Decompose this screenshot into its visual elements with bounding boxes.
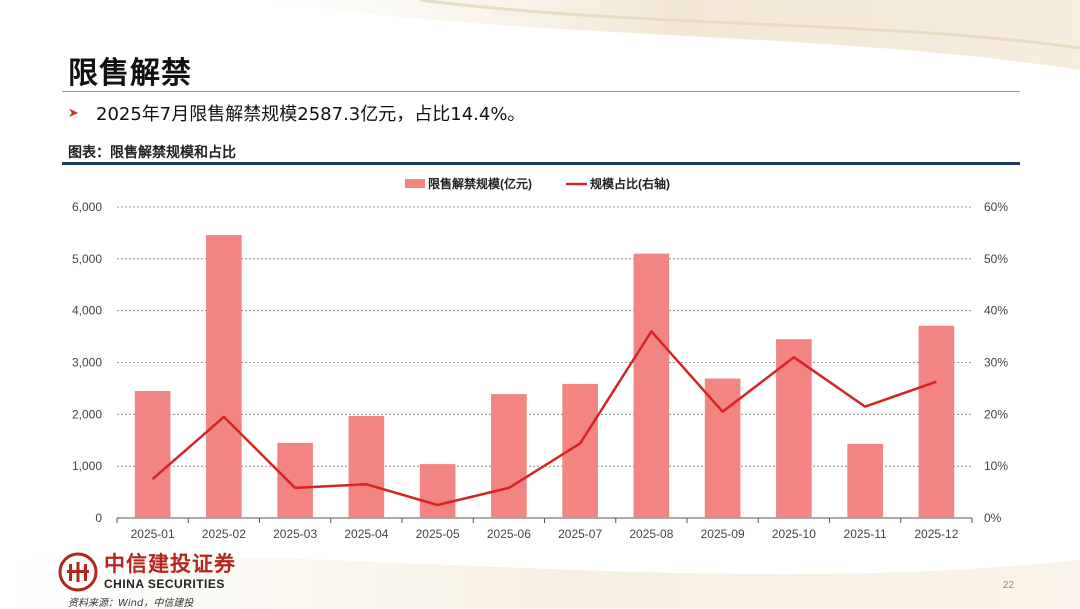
x-tick-label: 2025-11	[844, 527, 887, 541]
y-left-tick-label: 1,000	[72, 459, 102, 473]
x-tick-label: 2025-02	[202, 527, 246, 541]
y-left-tick-label: 4,000	[72, 304, 102, 318]
logo-name-en: CHINA SECURITIES	[104, 578, 236, 590]
y-left-tick-label: 5,000	[72, 252, 102, 266]
y-left-tick-label: 2,000	[72, 407, 102, 421]
x-tick-label: 2025-09	[701, 527, 745, 541]
y-right-tick-label: 50%	[984, 252, 1008, 266]
source-note: 资料来源：Wind，中信建投	[68, 594, 193, 609]
bar	[491, 394, 527, 518]
legend-bar-label: 限售解禁规模(亿元)	[428, 176, 532, 191]
y-right-tick-label: 60%	[984, 200, 1008, 214]
page-number: 22	[1003, 580, 1014, 591]
x-tick-label: 2025-10	[772, 527, 816, 541]
x-tick-label: 2025-04	[344, 527, 388, 541]
citic-logo-icon	[58, 552, 98, 592]
logo-name-cn: 中信建投证券	[104, 554, 236, 575]
company-logo: 中信建投证券 CHINA SECURITIES	[58, 552, 236, 592]
y-right-tick-label: 40%	[984, 304, 1008, 318]
bar	[847, 444, 883, 518]
x-tick-label: 2025-05	[416, 527, 460, 541]
ratio-line	[153, 331, 937, 505]
bar	[206, 235, 242, 518]
y-left-tick-label: 0	[95, 511, 102, 525]
x-tick-label: 2025-06	[487, 527, 531, 541]
x-tick-label: 2025-01	[131, 527, 175, 541]
y-left-tick-label: 3,000	[72, 356, 102, 370]
x-tick-label: 2025-12	[914, 527, 958, 541]
legend-bar-swatch	[405, 179, 425, 188]
bar	[634, 254, 670, 518]
bar	[277, 443, 313, 518]
bar	[420, 464, 456, 518]
bar	[919, 326, 955, 518]
y-left-tick-label: 6,000	[72, 200, 102, 214]
legend-line-label: 规模占比(右轴)	[590, 176, 670, 191]
y-right-tick-label: 30%	[984, 356, 1008, 370]
x-tick-label: 2025-07	[558, 527, 602, 541]
x-tick-label: 2025-08	[629, 527, 673, 541]
x-tick-label: 2025-03	[273, 527, 317, 541]
bar	[135, 391, 171, 518]
y-right-tick-label: 0%	[984, 511, 1002, 525]
y-right-tick-label: 20%	[984, 407, 1008, 421]
bar	[349, 416, 385, 518]
y-right-tick-label: 10%	[984, 459, 1008, 473]
